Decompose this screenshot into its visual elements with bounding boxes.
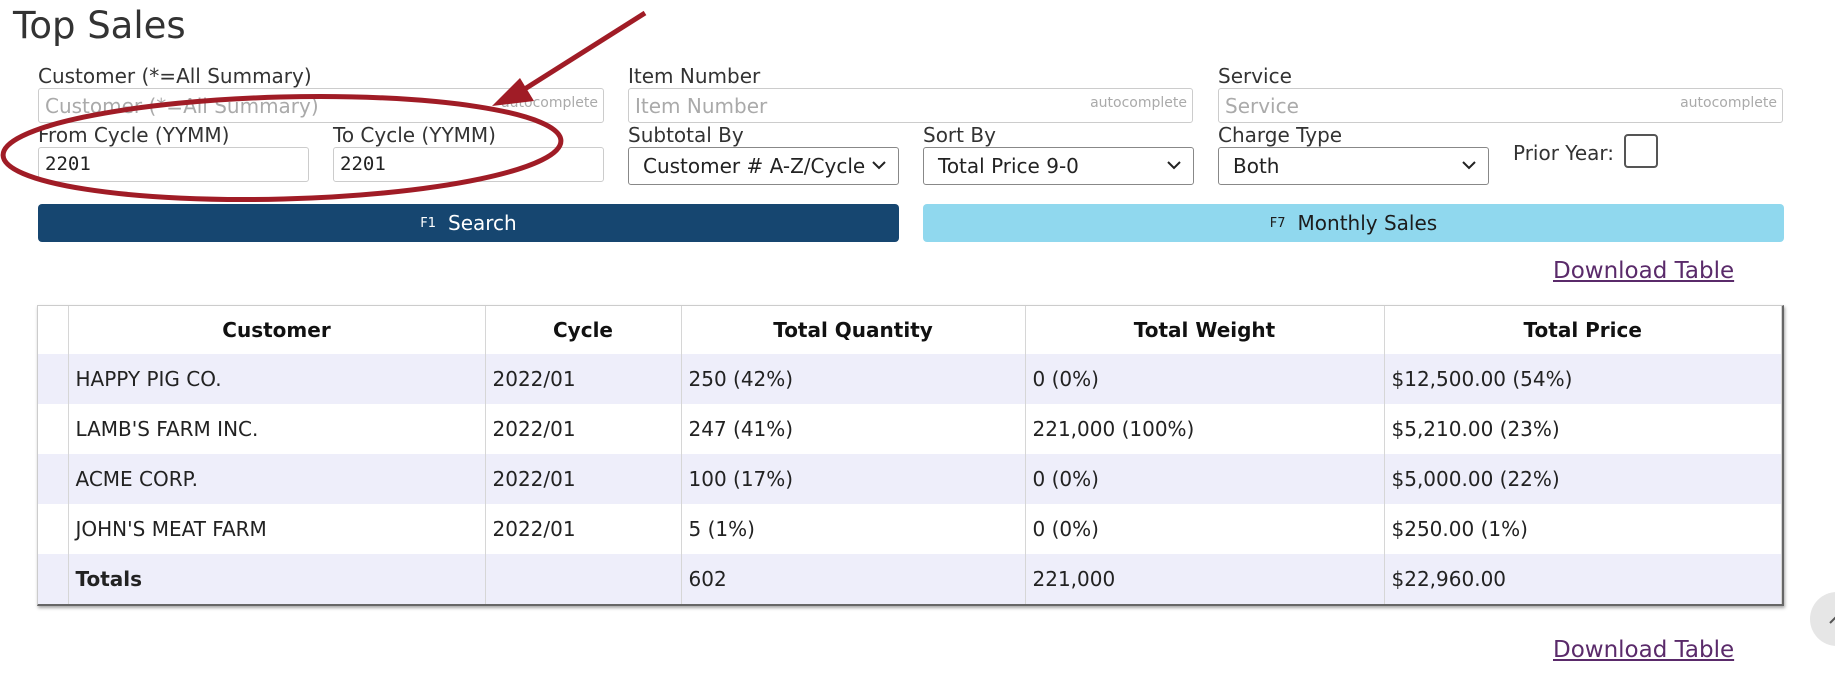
cell-total-weight: 221,000 (100%) <box>1025 404 1385 454</box>
cell-total-quantity: 5 (1%) <box>681 504 1026 554</box>
page-title: Top Sales <box>13 4 186 47</box>
chevron-up-icon <box>1829 616 1835 624</box>
download-table-link-top[interactable]: Download Table <box>1553 258 1735 284</box>
annotation-arrow-shaft <box>518 10 647 95</box>
totals-row: Totals 602 221,000 $22,960.00 <box>38 554 1782 604</box>
cell-cycle: 2022/01 <box>485 404 682 454</box>
totals-quantity: 602 <box>681 554 1026 604</box>
cell-total-quantity: 247 (41%) <box>681 404 1026 454</box>
header-total-quantity[interactable]: Total Quantity <box>681 306 1026 354</box>
header-cycle[interactable]: Cycle <box>485 306 682 354</box>
item-number-label: Item Number <box>628 64 761 88</box>
download-table-link-bottom[interactable]: Download Table <box>1553 637 1735 663</box>
service-input[interactable] <box>1219 89 1782 122</box>
from-cycle-input[interactable]: 2201 <box>38 147 309 182</box>
cell-customer: HAPPY PIG CO. <box>68 354 486 404</box>
totals-cycle <box>485 554 682 604</box>
charge-type-select[interactable]: Both <box>1218 147 1489 185</box>
chevron-down-icon <box>872 161 886 170</box>
item-number-autocomplete-hint: autocomplete <box>1090 95 1187 111</box>
to-cycle-input[interactable]: 2201 <box>333 147 604 182</box>
search-button-label: Search <box>448 211 517 235</box>
customer-autocomplete-hint: autocomplete <box>501 95 598 111</box>
cell-customer: JOHN'S MEAT FARM <box>68 504 486 554</box>
table-row: HAPPY PIG CO. 2022/01 250 (42%) 0 (0%) $… <box>38 354 1782 404</box>
table-header-row: Customer Cycle Total Quantity Total Weig… <box>38 306 1782 354</box>
cell-total-weight: 0 (0%) <box>1025 504 1385 554</box>
row-gutter <box>38 504 69 554</box>
cell-cycle: 2022/01 <box>485 504 682 554</box>
cell-total-price: $250.00 (1%) <box>1384 504 1782 554</box>
cell-total-weight: 0 (0%) <box>1025 454 1385 504</box>
row-gutter-header <box>38 306 69 354</box>
from-cycle-label: From Cycle (YYMM) <box>38 123 230 147</box>
chevron-down-icon <box>1167 161 1181 170</box>
cell-customer: ACME CORP. <box>68 454 486 504</box>
item-number-input[interactable] <box>629 89 1192 122</box>
prior-year-checkbox[interactable] <box>1624 134 1658 168</box>
cell-total-weight: 0 (0%) <box>1025 354 1385 404</box>
chevron-down-icon <box>1462 161 1476 170</box>
charge-type-value: Both <box>1233 154 1280 178</box>
scroll-to-top-button[interactable] <box>1810 592 1835 646</box>
item-number-field[interactable]: autocomplete <box>628 88 1193 123</box>
to-cycle-label: To Cycle (YYMM) <box>333 123 496 147</box>
table-row: ACME CORP. 2022/01 100 (17%) 0 (0%) $5,0… <box>38 454 1782 504</box>
header-total-weight[interactable]: Total Weight <box>1025 306 1385 354</box>
totals-label: Totals <box>68 554 486 604</box>
monthly-sales-button-label: Monthly Sales <box>1297 211 1438 235</box>
customer-field[interactable]: autocomplete <box>38 88 604 123</box>
header-customer[interactable]: Customer <box>68 306 486 354</box>
row-gutter <box>38 454 69 504</box>
row-gutter <box>38 554 69 604</box>
service-label: Service <box>1218 64 1292 88</box>
subtotal-by-select[interactable]: Customer # A-Z/Cycle <box>628 147 899 185</box>
header-total-price[interactable]: Total Price <box>1384 306 1782 354</box>
monthly-sales-shortcut-key: F7 <box>1269 215 1286 231</box>
cell-total-price: $5,210.00 (23%) <box>1384 404 1782 454</box>
cell-total-quantity: 100 (17%) <box>681 454 1026 504</box>
table-row: LAMB'S FARM INC. 2022/01 247 (41%) 221,0… <box>38 404 1782 454</box>
cell-total-price: $12,500.00 (54%) <box>1384 354 1782 404</box>
row-gutter <box>38 404 69 454</box>
cell-total-price: $5,000.00 (22%) <box>1384 454 1782 504</box>
totals-weight: 221,000 <box>1025 554 1385 604</box>
totals-price: $22,960.00 <box>1384 554 1782 604</box>
sort-by-label: Sort By <box>923 123 996 147</box>
search-shortcut-key: F1 <box>420 215 437 231</box>
sort-by-select[interactable]: Total Price 9-0 <box>923 147 1194 185</box>
cell-customer: LAMB'S FARM INC. <box>68 404 486 454</box>
service-field[interactable]: autocomplete <box>1218 88 1783 123</box>
monthly-sales-button[interactable]: F7 Monthly Sales <box>923 204 1784 242</box>
prior-year-label: Prior Year: <box>1513 141 1615 165</box>
charge-type-label: Charge Type <box>1218 123 1343 147</box>
customer-label: Customer (*=All Summary) <box>38 64 312 88</box>
table-row: JOHN'S MEAT FARM 2022/01 5 (1%) 0 (0%) $… <box>38 504 1782 554</box>
service-autocomplete-hint: autocomplete <box>1680 95 1777 111</box>
row-gutter <box>38 354 69 404</box>
subtotal-by-value: Customer # A-Z/Cycle <box>643 154 866 178</box>
sort-by-value: Total Price 9-0 <box>938 154 1079 178</box>
cell-total-quantity: 250 (42%) <box>681 354 1026 404</box>
cell-cycle: 2022/01 <box>485 454 682 504</box>
search-button[interactable]: F1 Search <box>38 204 899 242</box>
cell-cycle: 2022/01 <box>485 354 682 404</box>
subtotal-by-label: Subtotal By <box>628 123 744 147</box>
sales-table: Customer Cycle Total Quantity Total Weig… <box>37 305 1784 606</box>
